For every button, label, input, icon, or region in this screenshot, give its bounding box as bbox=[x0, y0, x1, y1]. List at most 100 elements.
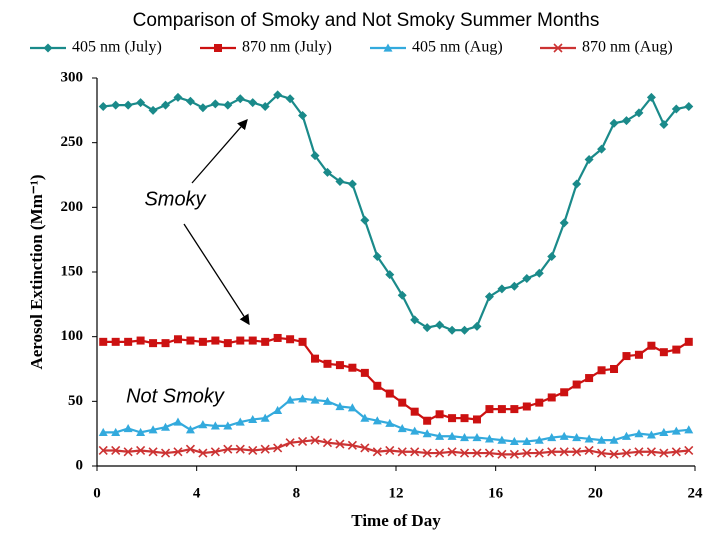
marker bbox=[161, 422, 171, 431]
marker bbox=[298, 394, 308, 403]
marker bbox=[410, 407, 419, 416]
marker bbox=[647, 341, 656, 350]
marker bbox=[210, 99, 220, 109]
marker bbox=[186, 336, 195, 345]
marker bbox=[124, 337, 133, 346]
marker bbox=[460, 433, 470, 442]
marker bbox=[484, 448, 495, 458]
marker bbox=[298, 111, 308, 121]
marker bbox=[123, 447, 133, 457]
y-tick-label: 150 bbox=[61, 263, 84, 279]
marker bbox=[597, 435, 607, 444]
marker bbox=[484, 292, 494, 302]
annotation-arrow bbox=[191, 119, 248, 184]
marker bbox=[522, 448, 532, 458]
marker bbox=[671, 104, 681, 114]
marker bbox=[659, 427, 669, 436]
marker bbox=[572, 447, 582, 457]
series-line bbox=[103, 439, 689, 456]
marker bbox=[285, 94, 295, 104]
marker bbox=[534, 448, 544, 458]
marker bbox=[584, 434, 594, 443]
marker bbox=[111, 100, 121, 110]
series-line bbox=[103, 93, 689, 332]
marker bbox=[335, 402, 345, 411]
marker bbox=[322, 438, 333, 448]
marker bbox=[621, 448, 632, 458]
marker bbox=[522, 436, 532, 446]
marker bbox=[236, 336, 245, 345]
marker bbox=[198, 448, 208, 458]
marker bbox=[273, 405, 283, 414]
marker bbox=[646, 447, 656, 457]
marker bbox=[634, 350, 643, 359]
marker bbox=[472, 433, 482, 442]
marker bbox=[684, 445, 694, 456]
marker bbox=[111, 427, 121, 436]
marker bbox=[235, 94, 245, 104]
marker bbox=[622, 352, 631, 361]
marker bbox=[185, 444, 196, 454]
marker bbox=[111, 445, 121, 456]
marker bbox=[497, 405, 506, 414]
marker bbox=[385, 418, 395, 427]
marker bbox=[610, 365, 619, 373]
marker bbox=[136, 336, 145, 345]
marker bbox=[559, 431, 569, 440]
marker bbox=[210, 447, 220, 457]
marker bbox=[522, 273, 532, 283]
x-tick-label: 8 bbox=[293, 485, 301, 501]
marker bbox=[547, 251, 557, 261]
marker bbox=[509, 436, 519, 446]
x-tick-label: 12 bbox=[389, 485, 404, 501]
y-tick-label: 100 bbox=[61, 328, 84, 344]
marker bbox=[161, 339, 170, 348]
marker bbox=[472, 321, 482, 331]
x-tick-label: 24 bbox=[688, 485, 704, 501]
marker bbox=[223, 444, 233, 454]
marker bbox=[322, 167, 332, 177]
marker bbox=[497, 435, 507, 444]
marker bbox=[559, 447, 569, 457]
x-tick-label: 4 bbox=[193, 485, 201, 501]
marker bbox=[572, 380, 581, 389]
marker bbox=[584, 445, 594, 456]
marker bbox=[572, 179, 582, 189]
marker bbox=[547, 447, 557, 457]
marker bbox=[596, 448, 607, 458]
marker bbox=[335, 176, 345, 186]
marker bbox=[609, 118, 619, 128]
marker bbox=[459, 448, 470, 458]
marker bbox=[161, 100, 171, 110]
annotation: Smoky bbox=[144, 188, 206, 210]
plot-area: 0 50 100 150 200 250 300 0 4 8 12 16 20 24 bbox=[43, 43, 704, 501]
marker bbox=[435, 320, 445, 330]
marker bbox=[634, 429, 644, 438]
marker bbox=[672, 345, 681, 354]
marker bbox=[559, 218, 569, 228]
marker bbox=[372, 251, 382, 261]
marker bbox=[684, 425, 694, 434]
marker bbox=[286, 335, 295, 344]
marker bbox=[310, 395, 320, 404]
marker bbox=[260, 444, 270, 454]
marker bbox=[659, 348, 668, 357]
annotation-arrow bbox=[183, 223, 250, 326]
marker bbox=[522, 402, 531, 411]
marker bbox=[385, 445, 395, 456]
marker bbox=[136, 98, 146, 108]
marker bbox=[398, 398, 407, 407]
marker bbox=[460, 414, 469, 423]
marker bbox=[210, 421, 220, 430]
marker bbox=[671, 426, 681, 435]
marker bbox=[547, 393, 556, 402]
marker bbox=[621, 431, 631, 440]
marker bbox=[185, 96, 195, 106]
marker bbox=[111, 337, 120, 346]
marker bbox=[123, 423, 133, 433]
marker bbox=[372, 447, 382, 457]
marker bbox=[185, 425, 195, 434]
marker bbox=[173, 92, 183, 102]
marker bbox=[422, 429, 432, 438]
marker bbox=[248, 414, 258, 424]
